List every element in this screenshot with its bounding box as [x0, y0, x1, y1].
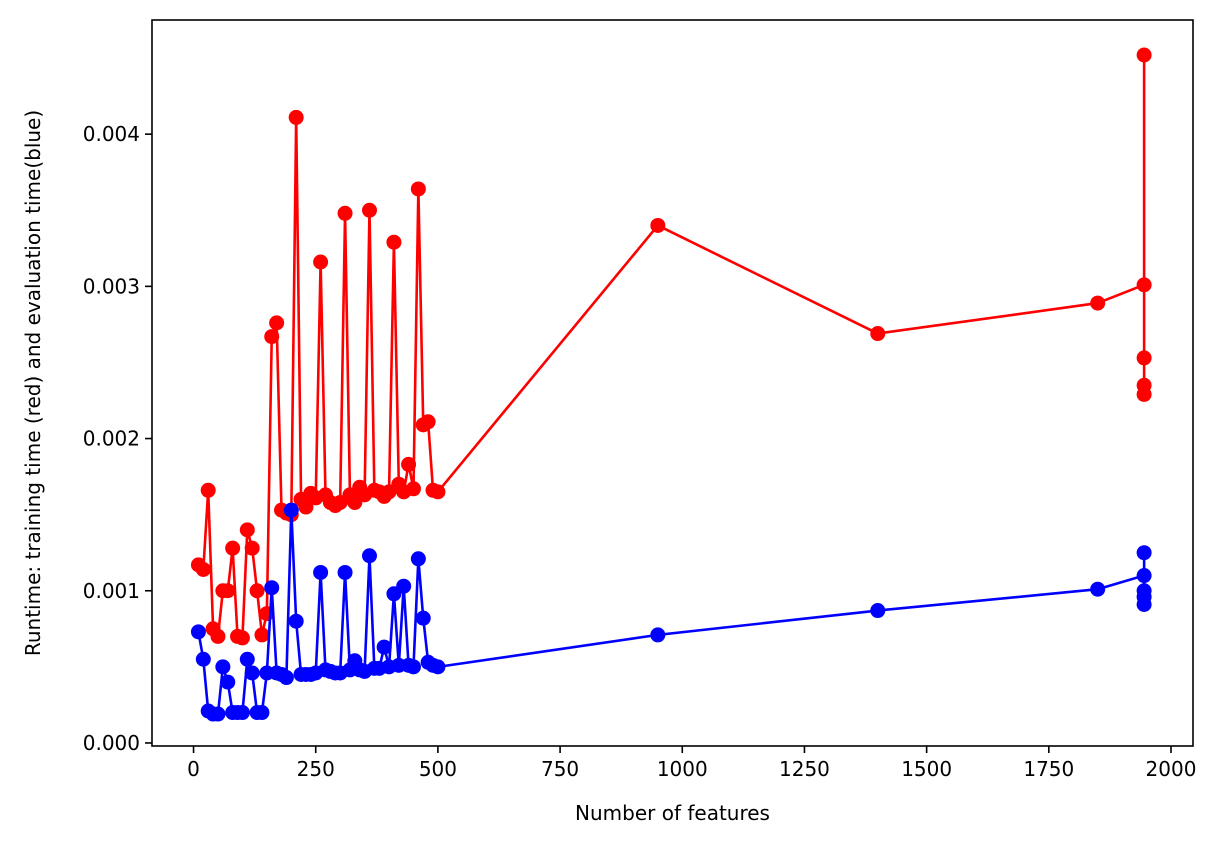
data-point	[1090, 295, 1106, 311]
data-point	[195, 561, 211, 577]
data-point	[410, 181, 426, 197]
data-point	[283, 502, 299, 518]
data-point	[190, 624, 206, 640]
data-point	[405, 481, 421, 497]
x-tick-label: 250	[297, 757, 335, 781]
data-point	[420, 414, 436, 430]
data-point	[249, 583, 265, 599]
data-point	[210, 628, 226, 644]
x-axis-title: Number of features	[575, 801, 770, 825]
data-point	[430, 484, 446, 500]
series-blue	[190, 502, 1152, 722]
data-point	[430, 659, 446, 675]
y-tick-label: 0.004	[83, 122, 140, 146]
data-point	[1136, 568, 1152, 584]
data-point	[650, 627, 666, 643]
data-point	[269, 315, 285, 331]
data-point	[244, 540, 260, 556]
data-point	[298, 499, 314, 515]
data-point	[254, 627, 270, 643]
data-point	[410, 551, 426, 567]
x-tick-label: 750	[541, 757, 579, 781]
data-point	[386, 234, 402, 250]
data-point	[220, 583, 236, 599]
data-point	[264, 580, 280, 596]
x-tick-label: 1750	[1023, 757, 1074, 781]
data-point	[254, 705, 270, 721]
series-layer	[190, 47, 1152, 722]
data-point	[1136, 350, 1152, 366]
data-point	[200, 482, 216, 498]
data-point	[195, 651, 211, 667]
data-point	[361, 202, 377, 218]
plot-frame	[151, 19, 1194, 747]
data-point	[396, 578, 412, 594]
x-axis: 0 250 500 750 1000 1250 1500 1750 2000	[187, 746, 1196, 781]
data-point	[239, 651, 255, 667]
data-point	[870, 603, 886, 619]
x-tick-label: 2000	[1146, 757, 1197, 781]
data-point	[1090, 581, 1106, 597]
y-tick-label: 0.002	[83, 427, 140, 451]
data-point	[1136, 47, 1152, 63]
y-tick-label: 0.001	[83, 579, 140, 603]
y-axis-title: Runtime: training time (red) and evaluat…	[21, 110, 45, 656]
y-tick-label: 0.000	[83, 731, 140, 755]
data-point	[376, 639, 392, 655]
data-point	[313, 564, 329, 580]
data-point	[1136, 277, 1152, 293]
data-point	[1136, 386, 1152, 402]
y-tick-label: 0.003	[83, 274, 140, 298]
x-tick-label: 0	[187, 757, 200, 781]
data-point	[234, 630, 250, 646]
data-point	[239, 522, 255, 538]
data-point	[650, 217, 666, 233]
data-point	[210, 706, 226, 722]
data-point	[401, 456, 417, 472]
series-red	[190, 47, 1152, 646]
data-point	[313, 254, 329, 270]
data-point	[415, 610, 431, 626]
data-point	[337, 564, 353, 580]
x-tick-label: 500	[419, 757, 457, 781]
data-point	[278, 670, 294, 686]
x-tick-label: 1250	[779, 757, 830, 781]
data-point	[225, 540, 241, 556]
data-point	[264, 329, 280, 345]
x-tick-label: 1000	[657, 757, 708, 781]
data-point	[337, 205, 353, 221]
y-axis: 0.000 0.001 0.002 0.003 0.004	[83, 122, 152, 755]
data-point	[288, 109, 304, 125]
data-point	[1136, 583, 1152, 599]
data-point	[405, 659, 421, 675]
data-point	[1136, 545, 1152, 561]
data-point	[870, 326, 886, 342]
data-point	[288, 613, 304, 629]
data-point	[244, 665, 260, 681]
data-point	[220, 674, 236, 690]
data-point	[361, 548, 377, 564]
data-point	[215, 659, 231, 675]
data-point	[234, 705, 250, 721]
x-tick-label: 1500	[901, 757, 952, 781]
